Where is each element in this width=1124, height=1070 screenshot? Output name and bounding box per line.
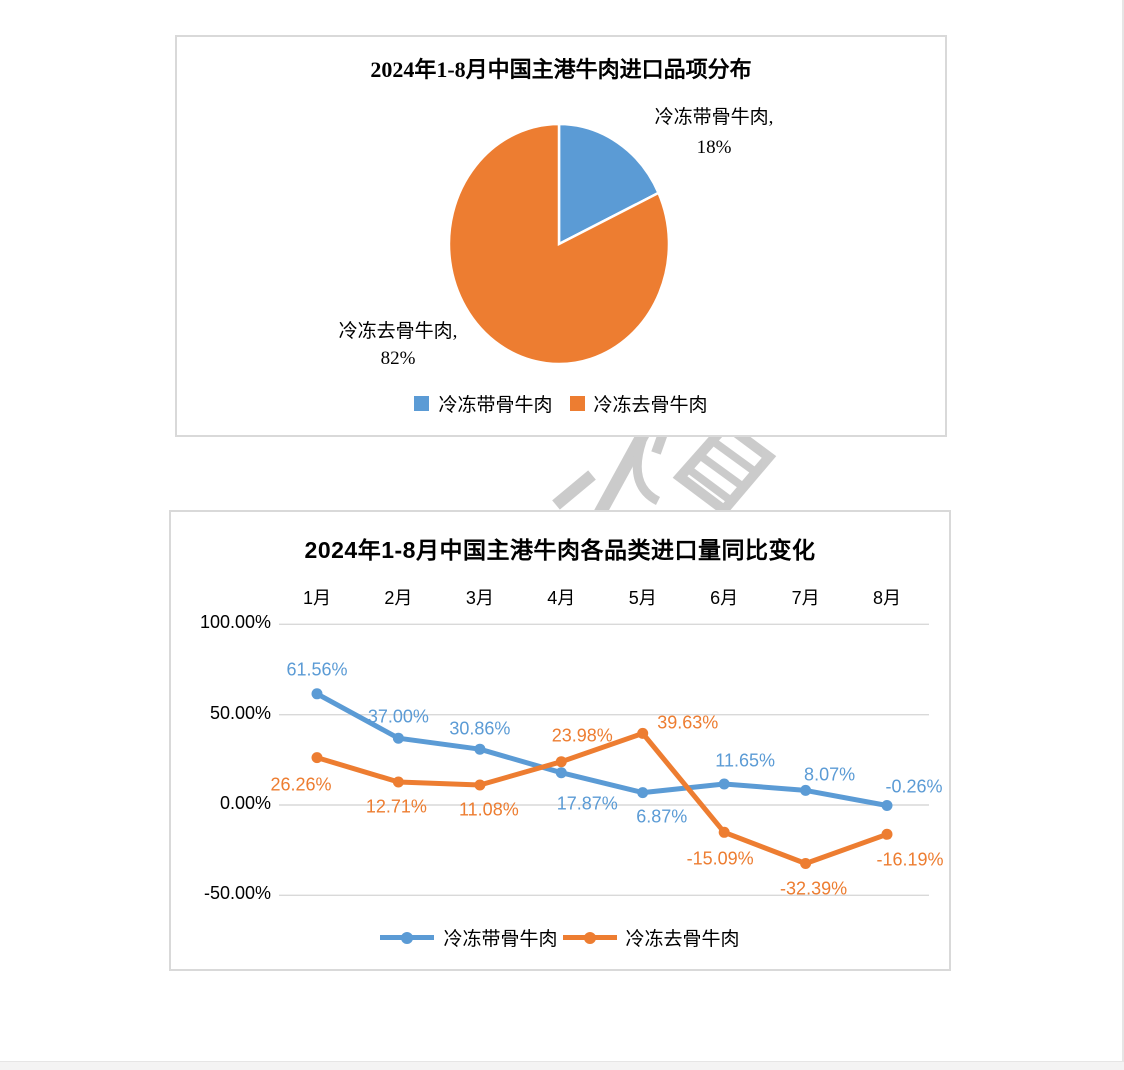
line-chart-title: 2024年1-8月中国主港牛肉各品类进口量同比变化	[304, 537, 816, 563]
data-point	[474, 779, 486, 791]
pie-chart-panel: 2024年1-8月中国主港牛肉进口品项分布 冷冻带骨牛肉, 18% 冷冻去骨牛肉…	[175, 35, 947, 437]
line-legend-label: 冷冻带骨牛肉	[443, 929, 558, 950]
data-point	[392, 732, 404, 744]
legend-line-marker-blue	[380, 931, 435, 944]
line-chart-panel: 2024年1-8月中国主港牛肉各品类进口量同比变化 100.00% 50.00% 0…	[169, 510, 951, 971]
data-point	[474, 743, 486, 755]
pie-slice-label-bone-in: 冷冻带骨牛肉, 18%	[655, 103, 774, 163]
data-label: 39.63%	[657, 712, 719, 733]
series-line-1	[314, 730, 890, 866]
data-point	[881, 800, 893, 811]
data-point	[311, 688, 323, 700]
data-label: 8.07%	[804, 764, 856, 785]
page-bottom-bar	[0, 1061, 1124, 1070]
data-label: 11.08%	[459, 799, 519, 820]
data-label: 17.87%	[556, 793, 618, 814]
data-point	[800, 784, 812, 796]
y-tick-label: -50.00%	[203, 883, 271, 904]
data-point	[637, 787, 649, 799]
data-label: -15.09%	[686, 848, 754, 869]
pie-legend-item-bone-in: 冷冻带骨牛肉	[414, 390, 553, 417]
data-label: 23.98%	[551, 725, 613, 746]
data-point	[881, 828, 893, 840]
data-label: -32.39%	[780, 878, 848, 899]
data-point	[718, 826, 730, 838]
x-axis-label: 6月	[710, 588, 739, 608]
data-label: 26.26%	[270, 774, 332, 795]
line-legend-item-bone-in: 冷冻带骨牛肉	[380, 924, 558, 951]
x-axis-label: 7月	[791, 588, 820, 608]
pie-legend: 冷冻带骨牛肉 冷冻去骨牛肉	[177, 390, 945, 417]
legend-swatch-orange	[569, 396, 585, 411]
line-chart-plot: 100.00% 50.00% 0.00% -50.00% 1月 2月 3月 4月 5月 6月 7月 8…	[171, 512, 953, 973]
x-axis-label: 2月	[384, 588, 413, 608]
data-label: 30.86%	[449, 718, 511, 739]
data-point	[392, 776, 404, 788]
y-tick-label: 0.00%	[219, 793, 271, 813]
pie-slice-label-line2: 82%	[380, 348, 416, 369]
x-axis-label: 4月	[547, 588, 576, 608]
x-axis-label: 1月	[302, 588, 332, 608]
data-point	[311, 752, 323, 764]
data-label: 12.71%	[365, 796, 427, 817]
series-line-0	[314, 691, 890, 808]
line-legend-item-boneless: 冷冻去骨牛肉	[562, 924, 740, 951]
legend-swatch-blue	[414, 396, 430, 411]
data-label: 6.87%	[636, 806, 688, 827]
data-label: -16.19%	[876, 849, 944, 870]
legend-line-marker-orange	[562, 931, 617, 944]
data-label: 11.65%	[715, 750, 775, 771]
pie-slice-1	[447, 122, 671, 366]
data-label: 37.00%	[367, 706, 429, 727]
data-point	[555, 767, 567, 779]
data-label: 61.56%	[286, 659, 348, 680]
y-tick-label: 100.00%	[199, 612, 271, 633]
pie-legend-item-boneless: 冷冻去骨牛肉	[569, 390, 708, 417]
data-point	[555, 756, 567, 768]
pie-legend-label: 冷冻带骨牛肉	[438, 395, 553, 416]
data-label: -0.26%	[885, 776, 943, 797]
x-axis-label: 5月	[628, 588, 657, 608]
x-axis-label: 8月	[872, 588, 902, 608]
line-legend-label: 冷冻去骨牛肉	[625, 929, 740, 950]
pie-slice-label-boneless: 冷冻去骨牛肉, 82%	[339, 318, 458, 372]
legend-dot-blue	[401, 931, 414, 944]
pie-slice-label-line2: 18%	[696, 137, 732, 158]
data-point	[637, 727, 649, 739]
data-point	[800, 858, 812, 869]
pie-slice-label-line1: 冷冻带骨牛肉,	[654, 107, 774, 128]
pie-legend-label: 冷冻去骨牛肉	[593, 395, 708, 416]
pie-chart-title: 2024年1-8月中国主港牛肉进口品项分布	[370, 57, 752, 82]
legend-dot-orange	[583, 931, 596, 944]
y-tick-label: 50.00%	[209, 702, 271, 723]
line-legend: 冷冻带骨牛肉 冷冻去骨牛肉	[171, 924, 949, 951]
line-chart-svg	[279, 623, 929, 897]
page-right-border	[1122, 0, 1124, 1069]
pie-slice-label-line1: 冷冻去骨牛肉,	[338, 321, 458, 342]
data-point	[718, 778, 730, 790]
x-axis-label: 3月	[465, 588, 494, 608]
watermark-logo	[552, 418, 777, 517]
pie-chart	[447, 122, 671, 366]
pie-slice-0	[557, 122, 661, 247]
